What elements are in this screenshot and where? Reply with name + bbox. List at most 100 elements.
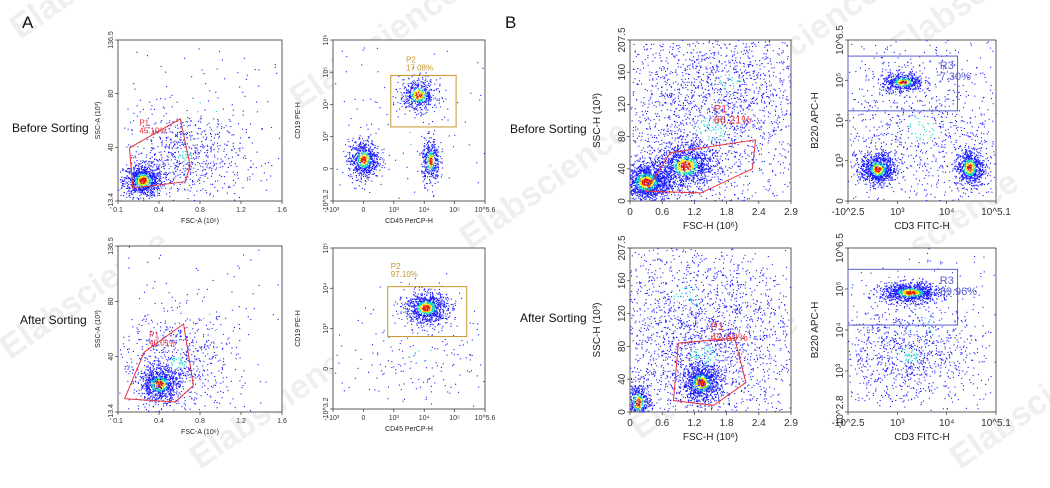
scatter-point: [148, 411, 150, 412]
scatter-point: [408, 85, 410, 87]
scatter-point: [435, 174, 437, 176]
scatter-point: [170, 388, 172, 390]
scatter-point: [213, 346, 215, 348]
scatter-point: [228, 337, 230, 339]
scatter-point: [170, 397, 172, 399]
scatter-point: [158, 165, 160, 167]
scatter-point: [358, 166, 360, 168]
scatter-point: [238, 323, 240, 325]
gate-name-label: P1: [139, 118, 149, 127]
scatter-point: [211, 167, 213, 169]
scatter-point: [434, 130, 436, 132]
scatter-point: [184, 368, 186, 370]
scatter-point: [170, 395, 172, 397]
scatter-point: [420, 91, 422, 93]
scatter-point: [171, 368, 173, 370]
scatter-point: [191, 148, 193, 150]
scatter-point: [421, 153, 423, 155]
scatter-point: [408, 95, 410, 97]
scatter-point: [198, 375, 200, 377]
scatter-point: [160, 390, 162, 392]
scatter-point: [216, 407, 218, 409]
scatter-point: [363, 165, 365, 167]
scatter-point: [433, 139, 435, 141]
scatter-point: [127, 185, 129, 187]
scatter-point: [373, 152, 375, 154]
scatter-point: [151, 169, 153, 171]
scatter-point: [244, 382, 246, 384]
scatter-point: [428, 102, 430, 104]
scatter-point: [346, 163, 348, 165]
scatter-point: [204, 384, 206, 386]
scatter-point: [370, 98, 372, 100]
scatter-point: [202, 174, 204, 176]
scatter-point: [146, 192, 148, 194]
scatter-point: [171, 394, 173, 396]
scatter-point: [206, 288, 208, 290]
scatter-point: [207, 369, 209, 371]
scatter-point: [415, 81, 417, 83]
scatter-point: [441, 161, 443, 163]
scatter-point: [160, 166, 162, 168]
scatter-point: [216, 163, 218, 165]
scatter-point: [140, 376, 142, 378]
scatter-point: [428, 97, 430, 99]
scatter-point: [428, 149, 430, 151]
scatter-point: [426, 98, 428, 100]
scatter-point: [335, 83, 337, 85]
scatter-point: [202, 375, 204, 377]
scatter-point: [192, 361, 194, 363]
scatter-point: [145, 194, 147, 196]
scatter-point: [196, 144, 198, 146]
scatter-point: [424, 143, 426, 145]
scatter-point: [413, 91, 415, 93]
scatter-point: [151, 162, 153, 164]
scatter-point: [196, 322, 198, 324]
scatter-point: [140, 185, 142, 187]
scatter-point: [130, 182, 132, 184]
scatter-point: [193, 138, 195, 140]
scatter-point: [221, 59, 223, 61]
scatter-point: [155, 386, 157, 388]
scatter-point: [120, 181, 122, 183]
scatter-point: [360, 155, 362, 157]
scatter-point: [428, 165, 430, 167]
scatter-point: [168, 392, 170, 394]
scatter-point: [358, 145, 360, 147]
scatter-point: [359, 153, 361, 155]
scatter-point: [191, 76, 193, 78]
scatter-point: [229, 163, 231, 165]
scatter-point: [432, 147, 434, 149]
scatter-point: [364, 175, 366, 177]
scatter-point: [165, 389, 167, 391]
scatter-point: [133, 178, 135, 180]
scatter-point: [230, 352, 232, 354]
scatter-point: [150, 176, 152, 178]
scatter-point: [203, 73, 205, 75]
scatter-point: [365, 180, 367, 182]
scatter-point: [364, 164, 366, 166]
scatter-point: [153, 388, 155, 390]
scatter-point: [152, 176, 154, 178]
scatter-point: [137, 176, 139, 178]
scatter-point: [417, 91, 419, 93]
scatter-point: [185, 153, 187, 155]
scatter-point: [434, 104, 436, 106]
scatter-point: [202, 373, 204, 375]
scatter-point: [147, 393, 149, 395]
scatter-point: [164, 402, 166, 404]
scatter-point: [152, 388, 154, 390]
scatter-point: [210, 342, 212, 344]
scatter-point: [172, 121, 174, 123]
scatter-point: [157, 373, 159, 375]
scatter-point: [374, 101, 376, 103]
scatter-point: [132, 381, 134, 383]
scatter-point: [129, 194, 131, 196]
scatter-point: [214, 354, 216, 356]
scatter-point: [163, 368, 165, 370]
scatter-point: [247, 316, 249, 318]
scatter-point: [202, 145, 204, 147]
scatter-point: [416, 99, 418, 101]
scatter-point: [146, 179, 148, 181]
scatter-point: [403, 101, 405, 103]
